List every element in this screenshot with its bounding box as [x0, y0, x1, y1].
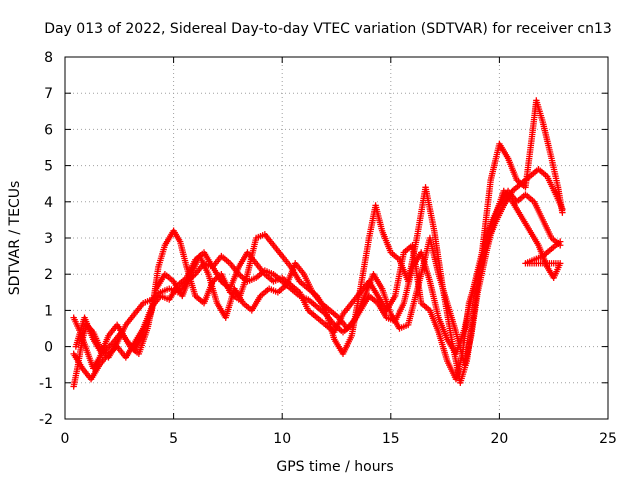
y-tick-label: -2 [39, 412, 53, 428]
chart-title: Day 013 of 2022, Sidereal Day-to-day VTE… [44, 21, 612, 37]
y-tick-label: 6 [44, 122, 53, 138]
y-tick-label: 7 [44, 86, 53, 102]
y-tick-label: 3 [44, 231, 53, 247]
data-point-track-d [559, 205, 566, 213]
y-tick-label: 5 [44, 159, 53, 175]
data-point-track-c [557, 238, 564, 245]
x-tick-label: 10 [273, 431, 291, 447]
x-axis-label: GPS time / hours [276, 459, 393, 475]
y-tick-label: -1 [39, 376, 53, 392]
x-tick-label: 25 [599, 431, 617, 447]
data-marks [70, 97, 566, 390]
x-tick-label: 5 [169, 431, 178, 447]
x-tick-label: 15 [382, 431, 400, 447]
y-axis-label: SDTVAR / TECUs [7, 181, 23, 296]
y-tick-label: 0 [44, 340, 53, 356]
x-tick-label: 20 [490, 431, 508, 447]
axis-ticks: 0 5 10 15 20 25 -2 -1 0 1 2 3 4 5 6 7 8 [39, 50, 617, 447]
x-tick-label: 0 [61, 431, 70, 447]
y-tick-label: 2 [44, 267, 53, 283]
y-tick-label: 4 [44, 195, 53, 211]
y-tick-label: 1 [44, 303, 53, 319]
y-tick-label: 8 [44, 50, 53, 66]
